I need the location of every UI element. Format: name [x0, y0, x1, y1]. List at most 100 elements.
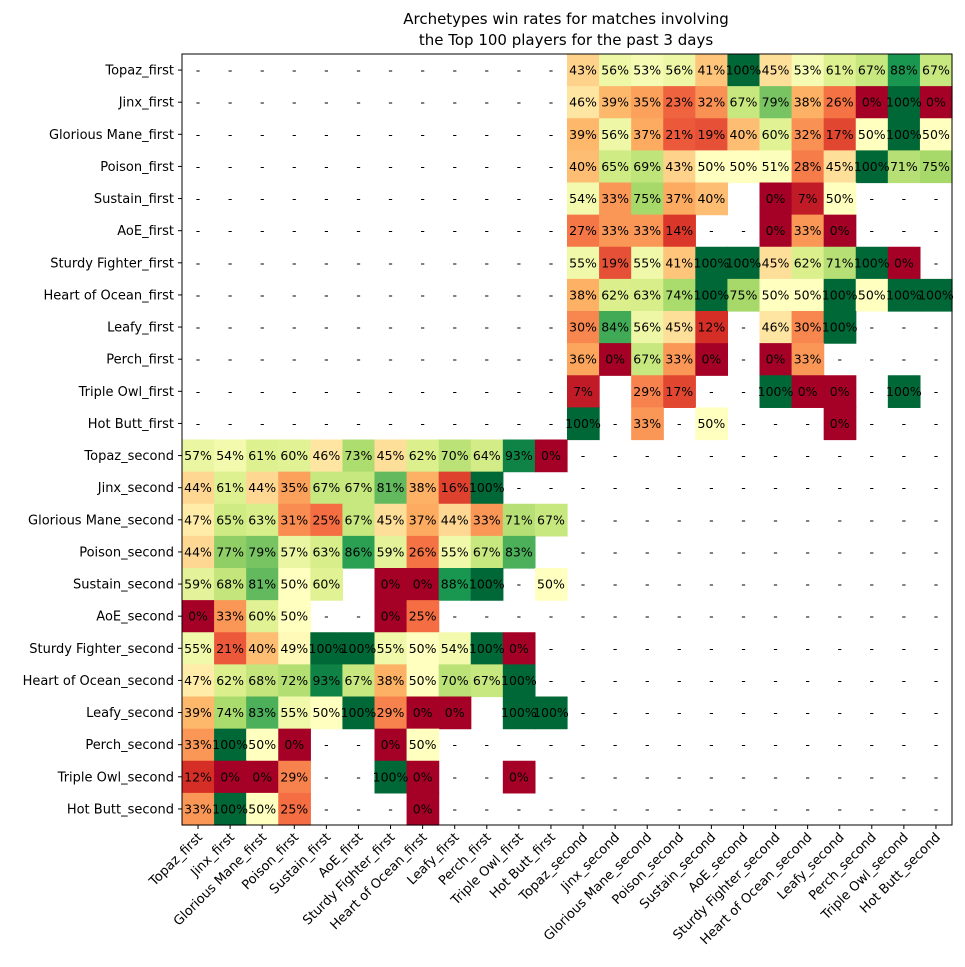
heatmap-cell — [278, 664, 311, 698]
cell-missing-label: - — [934, 352, 939, 367]
cell-value-label: 12% — [184, 769, 212, 784]
cell-missing-label: - — [356, 384, 361, 399]
cell-value-label: 57% — [280, 544, 308, 559]
cell-missing-label: - — [452, 352, 457, 367]
heatmap-cell — [727, 278, 761, 312]
cell-missing-label: - — [677, 673, 682, 688]
cell-missing-label: - — [260, 287, 265, 302]
cell-missing-label: - — [837, 609, 842, 624]
cell-value-label: 56% — [633, 320, 661, 335]
cell-value-label: 67% — [345, 480, 373, 495]
heatmap-cell — [470, 439, 504, 473]
cell-value-label: 51% — [762, 159, 790, 174]
cell-value-label: 41% — [697, 63, 725, 78]
cell-value-label: 100% — [341, 641, 377, 656]
cell-missing-label: - — [388, 255, 393, 270]
cell-value-label: 77% — [216, 544, 244, 559]
cell-value-label: 0% — [413, 769, 433, 784]
heatmap-cell — [310, 471, 344, 505]
heatmap-cell — [599, 182, 632, 216]
heatmap-cell — [759, 150, 793, 184]
cell-value-label: 100% — [822, 320, 858, 335]
cell-missing-label: - — [645, 609, 650, 624]
cell-missing-label: - — [485, 159, 490, 174]
heatmap-cell — [502, 696, 536, 730]
cell-missing-label: - — [324, 95, 329, 110]
cell-missing-label: - — [741, 448, 746, 463]
heatmap-cell — [599, 343, 632, 376]
cell-missing-label: - — [902, 448, 907, 463]
cell-missing-label: - — [773, 769, 778, 784]
heatmap-cell — [599, 278, 632, 312]
cell-value-label: 100% — [501, 673, 537, 688]
y-tick-label: Poison_second — [79, 545, 174, 560]
cell-value-label: 50% — [794, 287, 822, 302]
heatmap-cell — [631, 246, 664, 280]
cell-missing-label: - — [645, 673, 650, 688]
cell-missing-label: - — [805, 448, 810, 463]
cell-value-label: 45% — [665, 320, 693, 335]
heatmap-cell — [310, 632, 344, 665]
heatmap-cell — [182, 471, 215, 505]
cell-missing-label: - — [260, 223, 265, 238]
cell-missing-label: - — [645, 448, 650, 463]
cell-missing-label: - — [549, 255, 554, 270]
chart-title-line-1: Archetypes win rates for matches involvi… — [403, 10, 729, 28]
cell-missing-label: - — [902, 223, 907, 238]
cell-missing-label: - — [485, 63, 490, 78]
cell-missing-label: - — [324, 127, 329, 142]
cell-missing-label: - — [677, 769, 682, 784]
cell-value-label: 47% — [184, 512, 212, 527]
cell-missing-label: - — [870, 673, 875, 688]
cell-missing-label: - — [196, 63, 201, 78]
cell-missing-label: - — [292, 95, 297, 110]
cell-missing-label: - — [260, 159, 265, 174]
cell-value-label: 0% — [220, 769, 240, 784]
cell-missing-label: - — [549, 737, 554, 752]
cell-missing-label: - — [549, 95, 554, 110]
cell-missing-label: - — [741, 801, 746, 816]
heatmap-cell — [919, 54, 953, 87]
heatmap-cell — [534, 503, 568, 537]
heatmap-cell — [823, 86, 857, 119]
heatmap-cell — [567, 150, 600, 184]
heatmap-cell — [567, 86, 600, 119]
cell-value-label: 63% — [248, 512, 276, 527]
heatmap-cell — [214, 503, 247, 537]
heatmap-cells — [182, 54, 953, 826]
cell-value-label: 39% — [569, 127, 597, 142]
heatmap-cell — [567, 118, 600, 151]
cell-value-label: 21% — [665, 127, 693, 142]
cell-missing-label: - — [517, 737, 522, 752]
cell-missing-label: - — [805, 769, 810, 784]
cell-value-label: 46% — [312, 448, 340, 463]
heatmap-cell — [406, 728, 440, 762]
heatmap-cell — [567, 246, 600, 280]
heatmap-cell — [374, 471, 408, 505]
cell-missing-label: - — [837, 544, 842, 559]
heatmap-cell — [534, 568, 568, 601]
cell-missing-label: - — [292, 287, 297, 302]
cell-missing-label: - — [420, 63, 425, 78]
cell-missing-label: - — [870, 448, 875, 463]
cell-missing-label: - — [773, 448, 778, 463]
cell-missing-label: - — [452, 255, 457, 270]
cell-missing-label: - — [709, 544, 714, 559]
cell-value-label: 67% — [312, 480, 340, 495]
cell-missing-label: - — [549, 223, 554, 238]
y-tick-label: Glorious Mane_second — [28, 513, 174, 528]
cell-missing-label: - — [549, 480, 554, 495]
cell-value-label: 39% — [601, 95, 629, 110]
heatmap-cell — [567, 343, 600, 376]
cell-missing-label: - — [837, 352, 842, 367]
cell-value-label: 37% — [665, 191, 693, 206]
cell-missing-label: - — [452, 95, 457, 110]
cell-missing-label: - — [324, 769, 329, 784]
cell-missing-label: - — [485, 95, 490, 110]
cell-missing-label: - — [677, 609, 682, 624]
heatmap-cell — [759, 54, 793, 87]
heatmap-cell — [438, 696, 472, 730]
heatmap-cell — [278, 568, 311, 601]
heatmap-cell — [214, 632, 247, 665]
heatmap-cell — [791, 150, 825, 184]
